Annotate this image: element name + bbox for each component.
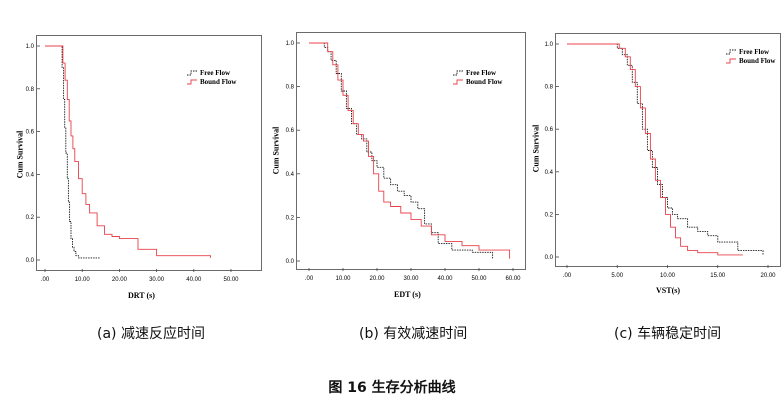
y-tick-label: 0.4 — [286, 172, 295, 178]
x-tick-label: 10.00 — [660, 273, 676, 279]
y-tick-label: 0.6 — [286, 128, 295, 134]
y-tick-label: 1.0 — [286, 41, 295, 47]
series-line-free-flow — [567, 43, 764, 255]
legend-swatch — [726, 49, 736, 55]
x-tick-label: 40.00 — [437, 276, 453, 282]
legend-label: Bound Flow — [200, 78, 237, 86]
legend-label: Free Flow — [200, 69, 231, 77]
series-line-bound-flow — [309, 42, 511, 259]
legend-swatch — [453, 70, 463, 76]
x-tick-label: 30.00 — [403, 276, 419, 282]
x-tick-label: 5.00 — [611, 273, 623, 279]
series-line-bound-flow — [45, 45, 211, 258]
chart-svg-c: 0.0 0.2 0.4 0.6 0.8 1.0 .00 5.00 10.00 15.00 20.00… — [545, 42, 777, 279]
x-axis-label-a: DRT (s) — [128, 291, 155, 300]
legend-label: Free Flow — [739, 48, 770, 56]
chart-svg-b: 0.0 0.2 0.4 0.6 0.8 1.0 .00 10.00 20.00 30.00 40.0… — [286, 41, 522, 282]
x-tick-label: 40.00 — [186, 277, 202, 283]
y-tick-label: 0.0 — [545, 255, 554, 261]
y-tick-label: 0.8 — [286, 85, 295, 91]
y-tick-label: 0.2 — [26, 215, 35, 221]
series-line-bound-flow — [567, 43, 743, 256]
y-tick-label: 0.0 — [26, 258, 35, 264]
y-tick-label: 0.8 — [545, 85, 554, 91]
y-tick-label: 0.2 — [286, 215, 295, 221]
x-tick-label: .00 — [563, 273, 572, 279]
x-tick-label: 50.00 — [223, 277, 239, 283]
y-tick-label: 1.0 — [545, 42, 554, 48]
x-tick-label: 60.00 — [505, 276, 521, 282]
plot-area-a: 0.0 0.2 0.4 0.6 0.8 1.0 .00 10.00 20.00 30.00 40.0… — [26, 35, 262, 283]
x-tick-label: 50.00 — [471, 276, 487, 282]
chart-svg-a: 0.0 0.2 0.4 0.6 0.8 1.0 .00 10.00 20.00 30.00 40.0… — [26, 44, 240, 283]
legend-swatch — [187, 70, 197, 76]
y-tick-label: 1.0 — [26, 44, 35, 50]
legend-label: Free Flow — [466, 69, 497, 77]
y-tick-label: 0.4 — [26, 172, 35, 178]
y-tick-label: 0.6 — [545, 127, 554, 133]
x-tick-label: 20.00 — [369, 276, 385, 282]
x-tick-label: .00 — [41, 277, 50, 283]
x-axis-label-c: VST(s) — [656, 286, 681, 295]
x-tick-label: 20.00 — [112, 277, 128, 283]
x-tick-label: 20.00 — [760, 273, 776, 279]
y-axis-label-a: Cum Survival — [15, 130, 25, 179]
y-tick-label: 0.6 — [26, 130, 35, 136]
series-line-free-flow — [45, 45, 101, 259]
legend-label: Bound Flow — [466, 78, 503, 86]
legend-swatch — [726, 58, 736, 64]
legend-swatch — [453, 79, 463, 85]
x-tick-label: 10.00 — [335, 276, 351, 282]
panel-caption-b: (b) 有效减速时间 — [359, 326, 468, 342]
x-tick-label: 10.00 — [75, 277, 91, 283]
y-tick-label: 0.8 — [26, 87, 35, 93]
panel-caption-c: (c) 车辆稳定时间 — [614, 326, 722, 342]
y-axis-label-c: Cum Survival — [531, 124, 541, 173]
y-tick-label: 0.2 — [545, 212, 554, 218]
plot-area-b: 0.0 0.2 0.4 0.6 0.8 1.0 .00 10.00 20.00 30.00 40.0… — [286, 32, 526, 282]
y-axis-label-b: Cum Survival — [271, 126, 281, 175]
legend-swatch — [187, 79, 197, 85]
y-tick-label: 0.4 — [545, 170, 554, 176]
legend-label: Bound Flow — [739, 57, 776, 65]
y-tick-label: 0.0 — [286, 259, 295, 265]
panel-caption-a: (a) 减速反应时间 — [97, 326, 205, 342]
x-axis-label-b: EDT (s) — [394, 290, 421, 299]
plot-area-c: 0.0 0.2 0.4 0.6 0.8 1.0 .00 5.00 10.00 15.00 20.00… — [545, 33, 781, 279]
figure-title: 图 16 生存分析曲线 — [328, 380, 456, 396]
x-tick-label: 30.00 — [149, 277, 165, 283]
x-tick-label: .00 — [305, 276, 314, 282]
x-tick-label: 15.00 — [710, 273, 726, 279]
